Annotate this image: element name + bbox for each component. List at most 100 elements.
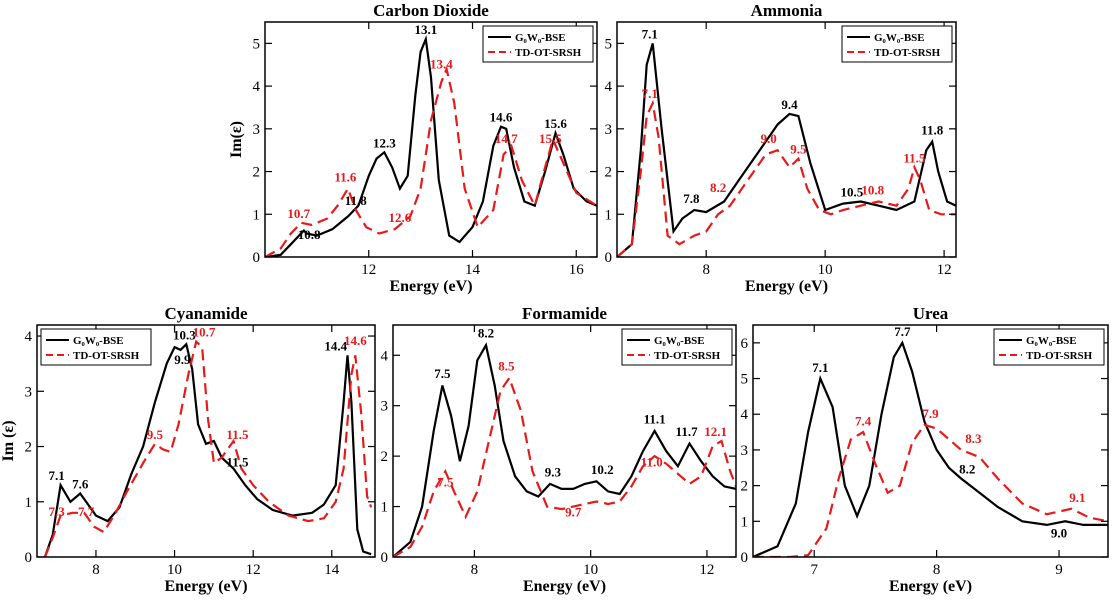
x-tick-label: 8 — [471, 562, 479, 578]
peak-label: 9.9 — [174, 352, 191, 367]
series-line-td-ot-srsh — [393, 375, 736, 557]
y-tick-label: 4 — [253, 79, 261, 95]
y-tick-label: 2 — [605, 165, 613, 181]
x-axis-label: Energy (eV) — [523, 578, 606, 595]
peak-label: 8.2 — [478, 326, 494, 341]
y-tick-label: 5 — [741, 372, 749, 388]
chart-title: Formamide — [522, 304, 607, 323]
legend-entry: TD-OT-SRSH — [874, 47, 941, 59]
peak-label: 7.1 — [812, 360, 828, 375]
peak-label: 14.6 — [490, 110, 513, 125]
y-tick-label: 3 — [253, 122, 261, 138]
x-axis-label: Energy (eV) — [389, 278, 472, 295]
y-axis-label: Im(ε) — [228, 121, 245, 158]
peak-label: 11.8 — [345, 193, 368, 208]
y-tick-label: 3 — [605, 122, 613, 138]
peak-label: 8.3 — [965, 431, 982, 446]
peak-label: 10.7 — [193, 325, 216, 340]
x-tick-label: 14 — [465, 262, 481, 278]
peak-label: 11.6 — [334, 170, 357, 185]
y-tick-label: 3 — [25, 384, 33, 400]
y-tick-label: 3 — [381, 399, 389, 415]
y-tick-label: 1 — [605, 207, 613, 223]
y-tick-label: 3 — [741, 443, 749, 459]
series-line-td-ot-srsh — [617, 99, 956, 257]
x-tick-label: 10 — [818, 262, 833, 278]
y-tick-label: 0 — [253, 250, 261, 266]
peak-label: 7.1 — [49, 468, 65, 483]
peak-label: 7.7 — [78, 504, 95, 519]
plot-frame — [752, 324, 1109, 558]
y-tick-label: 4 — [741, 407, 749, 423]
y-tick-label: 4 — [25, 329, 33, 345]
x-axis-label: Energy (eV) — [745, 278, 828, 295]
y-tick-label: 0 — [741, 550, 749, 566]
peak-label: 7.1 — [642, 86, 658, 101]
x-tick-label: 12 — [361, 262, 376, 278]
peak-label: 9.3 — [545, 464, 562, 479]
legend-entry: G₀W₀-BSE — [874, 32, 925, 44]
y-tick-label: 5 — [253, 36, 261, 52]
peak-label: 10.2 — [591, 462, 614, 477]
peak-label: 9.0 — [761, 131, 777, 146]
peak-label: 11.5 — [226, 427, 249, 442]
x-tick-label: 12 — [699, 562, 714, 578]
x-tick-label: 12 — [937, 262, 952, 278]
peak-label: 8.2 — [710, 180, 726, 195]
peak-label: 9.4 — [781, 97, 798, 112]
peak-label: 7.9 — [922, 406, 939, 421]
y-tick-label: 6 — [741, 336, 749, 352]
legend-entry: TD-OT-SRSH — [1026, 350, 1093, 362]
legend: G₀W₀-BSE TD-OT-SRSH — [40, 328, 152, 366]
peak-label: 11.5 — [903, 150, 926, 165]
peak-label: 9.5 — [147, 427, 164, 442]
peak-label: 11.7 — [676, 424, 699, 439]
series-line-g0w0-bse — [265, 34, 597, 257]
peak-label: 7.6 — [72, 476, 89, 491]
x-axis-label: Energy (eV) — [889, 578, 972, 595]
y-axis-label: Im (ε) — [0, 420, 17, 461]
y-tick-label: 2 — [25, 440, 33, 456]
legend: G₀W₀-BSE TD-OT-SRSH — [993, 328, 1105, 366]
series-line-td-ot-srsh — [753, 423, 1108, 557]
y-tick-label: 0 — [25, 550, 33, 566]
series-line-td-ot-srsh — [265, 65, 597, 257]
series-line-td-ot-srsh — [43, 339, 373, 557]
peak-label: 11.8 — [921, 123, 944, 138]
legend-entry: TD-OT-SRSH — [654, 350, 721, 362]
x-tick-label: 10 — [583, 562, 598, 578]
y-tick-label: 1 — [25, 495, 33, 511]
series-line-g0w0-bse — [43, 342, 372, 557]
x-axis-label: Energy (eV) — [164, 578, 247, 595]
peak-label: 8.5 — [498, 358, 515, 373]
legend-entry: G₀W₀-BSE — [515, 32, 566, 44]
peak-label: 7.3 — [49, 504, 66, 519]
peak-label: 12.3 — [373, 135, 396, 150]
peak-label: 12.1 — [704, 424, 727, 439]
peak-label: 10.8 — [861, 182, 884, 197]
y-tick-label: 5 — [605, 36, 613, 52]
y-tick-label: 4 — [605, 79, 613, 95]
peak-label: 14.7 — [495, 131, 518, 146]
chart-title: Cyanamide — [164, 304, 248, 323]
legend-entry: G₀W₀-BSE — [654, 335, 705, 347]
chart-title: Urea — [913, 304, 949, 323]
chart-title: Carbon Dioxide — [373, 1, 489, 20]
peak-label: 13.1 — [414, 22, 437, 37]
plot-frame — [616, 21, 957, 258]
peak-label: 15.5 — [539, 131, 562, 146]
x-tick-label: 8 — [702, 262, 710, 278]
y-tick-label: 1 — [741, 514, 749, 530]
peak-label: 11.5 — [226, 454, 249, 469]
y-tick-label: 4 — [381, 348, 389, 364]
plot-frame — [36, 324, 376, 558]
legend-entry: TD-OT-SRSH — [515, 47, 582, 59]
peak-label: 10.3 — [173, 327, 196, 342]
y-tick-label: 2 — [253, 165, 261, 181]
peak-label: 11.1 — [644, 411, 666, 426]
peak-label: 7.4 — [855, 413, 872, 428]
x-tick-label: 7 — [810, 562, 818, 578]
